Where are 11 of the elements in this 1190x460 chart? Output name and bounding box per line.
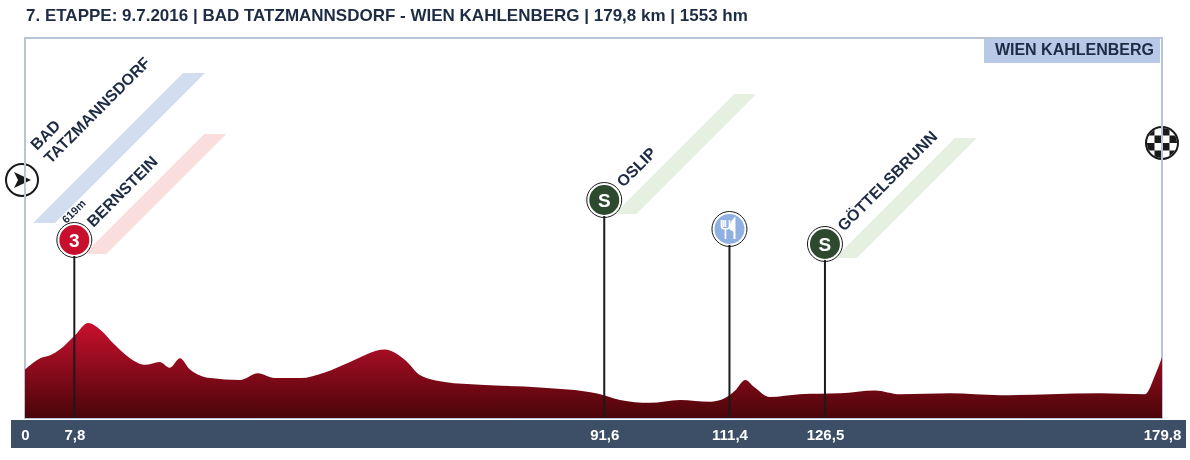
x-tick-label: 111,4	[712, 425, 749, 443]
x-tick-label: 0	[21, 425, 30, 443]
text: S	[597, 190, 611, 211]
text: WIEN KAHLENBERG	[994, 41, 1154, 58]
x-tick-label: 91,6	[590, 425, 620, 443]
text: S	[818, 234, 832, 255]
x-tick-label: 7,8	[64, 425, 86, 443]
x-tick-label: 179,8	[1143, 425, 1182, 443]
text: 3	[69, 230, 80, 251]
x-tick-label: 126,5	[806, 425, 845, 443]
chart-title: 7. ETAPPE: 9.7.2016 | BAD TATZMANNSDORF - WIEN KAHLENBERG | 179,8 km | 1553 hm	[26, 6, 748, 26]
